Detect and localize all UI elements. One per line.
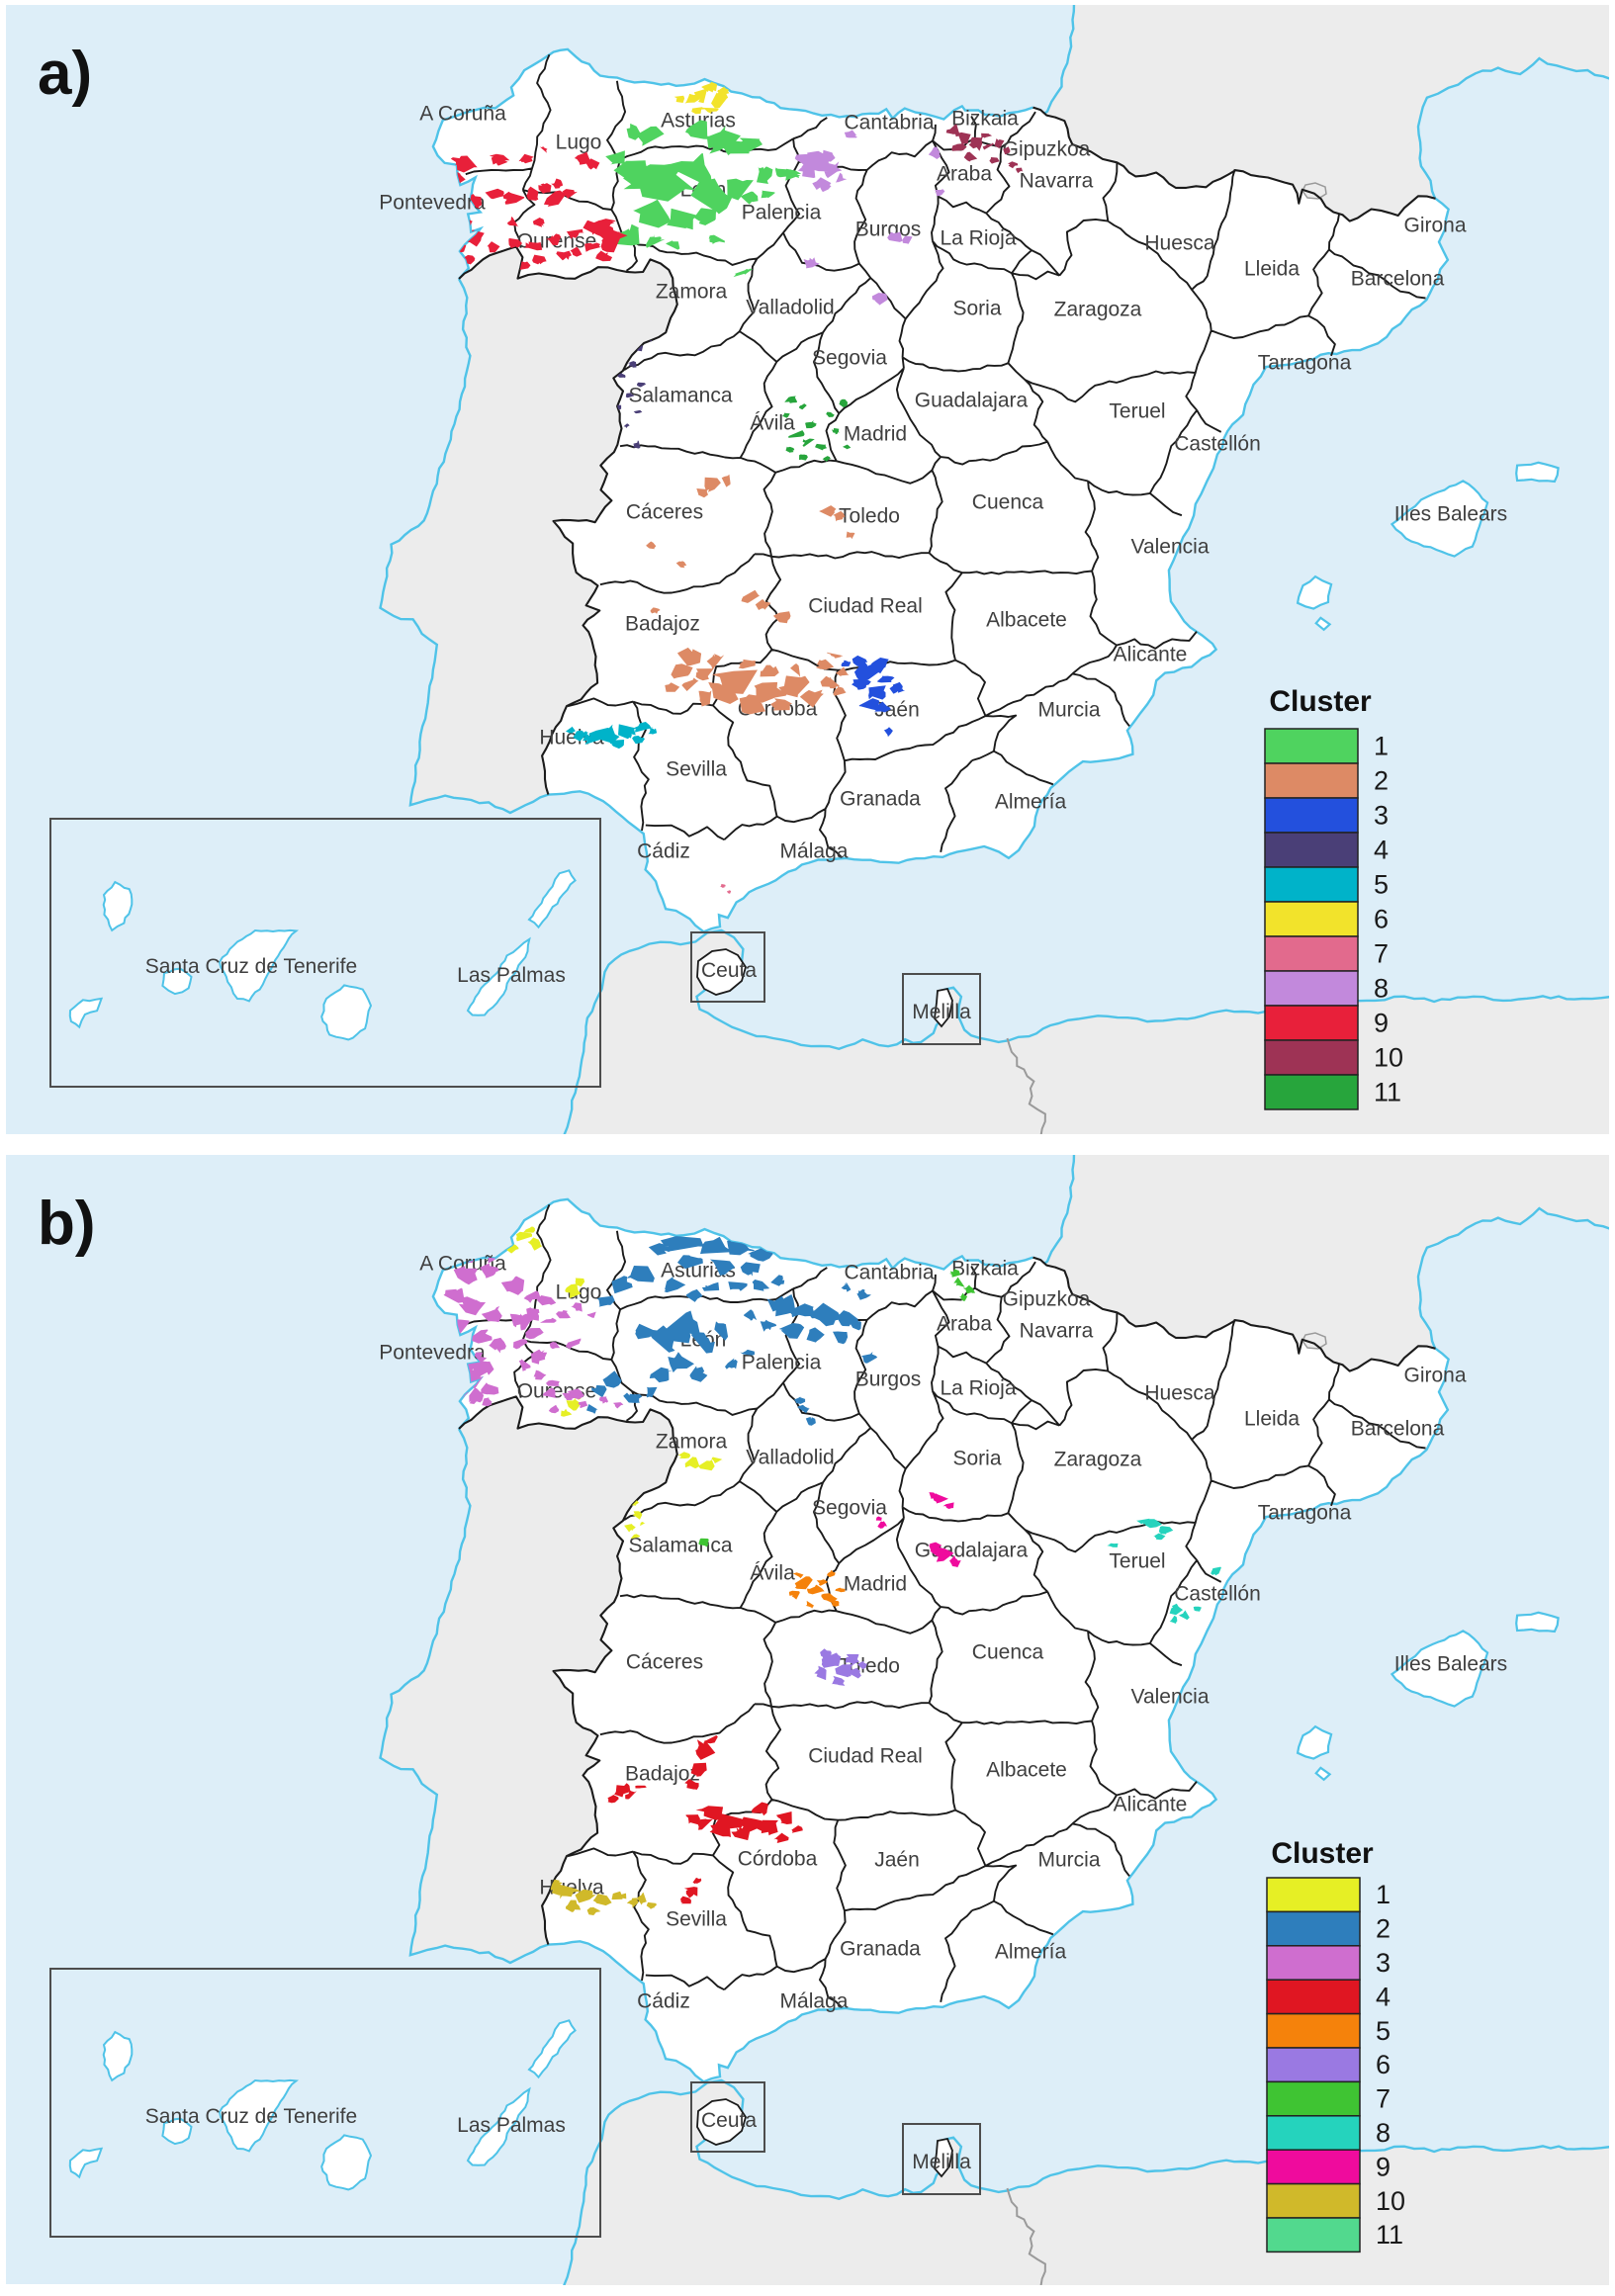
svg-text:5: 5 bbox=[1376, 2016, 1391, 2046]
svg-text:a): a) bbox=[38, 40, 92, 108]
svg-text:8: 8 bbox=[1374, 974, 1389, 1004]
svg-text:Cluster: Cluster bbox=[1271, 1837, 1374, 1870]
svg-text:1: 1 bbox=[1374, 732, 1389, 761]
svg-text:10: 10 bbox=[1374, 1043, 1403, 1073]
svg-text:8: 8 bbox=[1376, 2118, 1391, 2148]
svg-text:2: 2 bbox=[1376, 1914, 1391, 1944]
svg-text:Cluster: Cluster bbox=[1269, 685, 1372, 718]
svg-text:2: 2 bbox=[1374, 766, 1389, 796]
svg-text:3: 3 bbox=[1376, 1948, 1391, 1978]
svg-text:11: 11 bbox=[1376, 2220, 1403, 2250]
svg-text:11: 11 bbox=[1374, 1078, 1401, 1107]
svg-text:6: 6 bbox=[1376, 2050, 1391, 2079]
svg-text:10: 10 bbox=[1376, 2186, 1405, 2216]
svg-text:4: 4 bbox=[1374, 836, 1389, 865]
svg-text:3: 3 bbox=[1374, 801, 1389, 831]
svg-text:9: 9 bbox=[1374, 1009, 1389, 1038]
svg-text:6: 6 bbox=[1374, 905, 1389, 934]
svg-text:5: 5 bbox=[1374, 870, 1389, 900]
svg-text:1: 1 bbox=[1376, 1880, 1391, 1909]
svg-text:7: 7 bbox=[1376, 2084, 1391, 2114]
svg-text:9: 9 bbox=[1376, 2152, 1391, 2181]
svg-text:7: 7 bbox=[1374, 939, 1389, 969]
svg-text:b): b) bbox=[38, 1190, 96, 1258]
svg-text:4: 4 bbox=[1376, 1982, 1391, 2011]
